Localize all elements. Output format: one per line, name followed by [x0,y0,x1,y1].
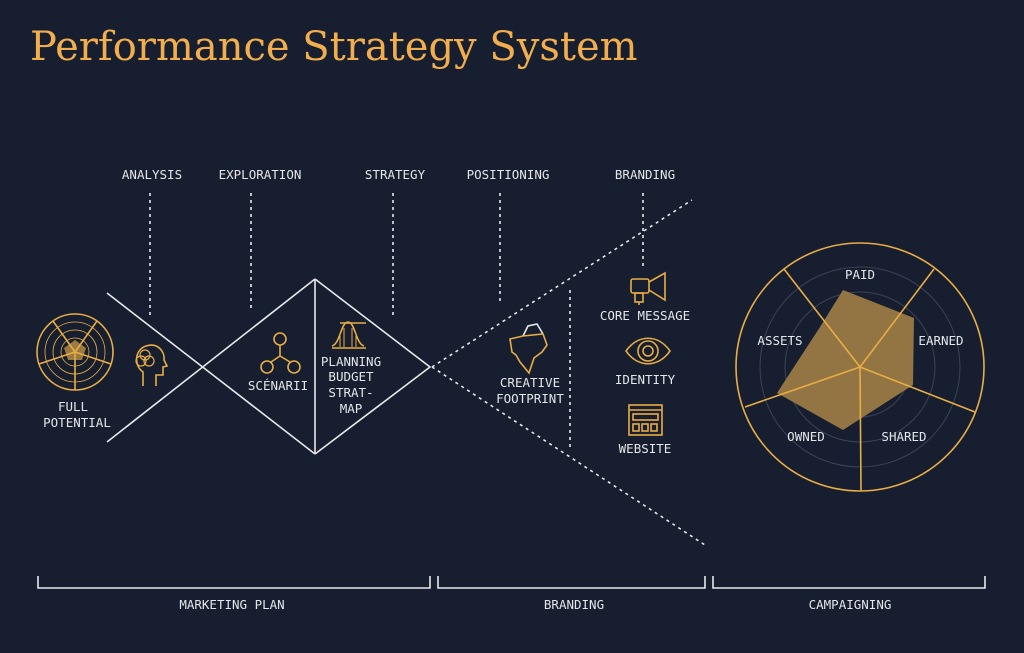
radar-label-shared: SHARED [881,429,926,444]
map-label: MAP [340,401,363,416]
radar-icon [36,313,114,391]
stage-positioning: POSITIONING [467,167,550,182]
head-venn-icon [135,344,169,386]
stage-analysis: ANALYSIS [122,167,182,182]
stage-pointers [149,193,644,450]
eye-icon [625,337,671,365]
core-message-label: CORE MESSAGE [600,308,690,323]
page-title: Performance Strategy System [30,24,638,70]
campaign-radar [735,242,985,492]
radar-label-paid: PAID [845,267,875,282]
strat-label: STRAT- [328,385,373,400]
identity-label: IDENTITY [615,372,676,387]
planning-label: PLANNING [321,354,381,369]
scenarii-label: SCÉNARII [248,378,308,393]
radar-label-earned: EARNED [918,333,963,348]
radar-label-assets: ASSETS [757,333,802,348]
bell-curve-icon [331,321,366,349]
radar-area [777,290,914,430]
website-label: WEBSITE [619,441,672,456]
scenario-tree-icon [260,332,301,374]
stage-exploration: EXPLORATION [219,167,302,182]
phase-brackets [37,576,986,589]
full-potential-label-2: POTENTIAL [43,415,111,430]
footprint-label: FOOTPRINT [496,391,564,406]
browser-window-icon [628,404,663,436]
stage-strategy: STRATEGY [365,167,426,182]
creative-label: CREATIVE [500,375,560,390]
phase-branding: BRANDING [544,597,604,612]
iceberg-icon [509,323,548,375]
phase-campaigning: CAMPAIGNING [809,597,892,612]
phase-marketing-plan: MARKETING PLAN [179,597,284,612]
budget-label: BUDGET [328,369,374,384]
radar-label-owned: OWNED [787,429,825,444]
full-potential-label-1: FULL [58,399,88,414]
funnel-lines [106,199,706,546]
stage-branding: BRANDING [615,167,675,182]
megaphone-icon [630,271,666,305]
